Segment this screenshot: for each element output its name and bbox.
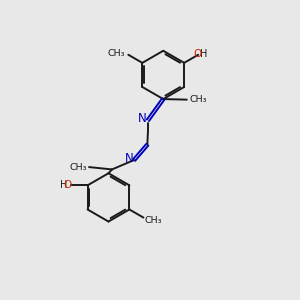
Text: CH₃: CH₃ (69, 163, 87, 172)
Text: H: H (200, 49, 207, 59)
Text: CH₃: CH₃ (189, 95, 207, 104)
Text: O: O (194, 49, 202, 59)
Text: O: O (64, 180, 72, 190)
Text: N: N (138, 112, 147, 125)
Text: H: H (61, 180, 68, 190)
Text: CH₃: CH₃ (145, 216, 162, 225)
Text: N: N (124, 152, 133, 165)
Text: CH₃: CH₃ (107, 49, 125, 58)
